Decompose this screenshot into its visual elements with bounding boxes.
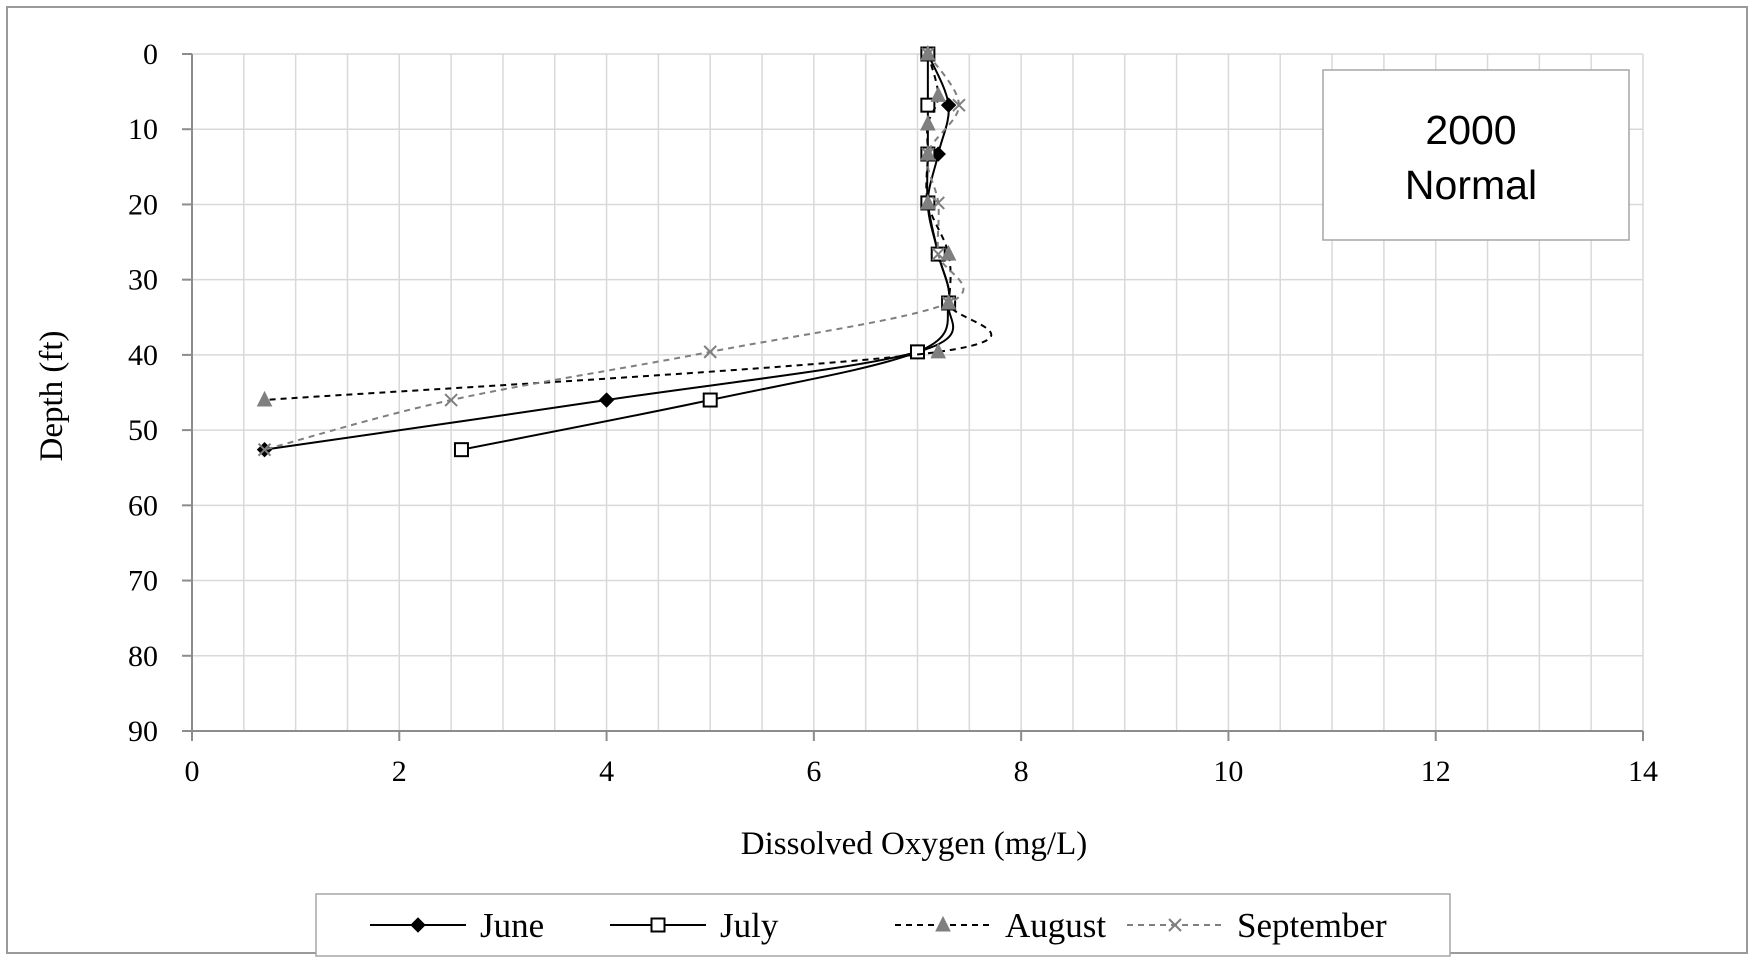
data-point	[920, 114, 936, 131]
data-point	[930, 342, 947, 359]
legend-label: August	[1005, 906, 1106, 945]
data-point-stroke	[931, 247, 945, 261]
data-point-stroke	[257, 442, 272, 457]
plot-series	[256, 44, 993, 458]
data-point	[256, 390, 273, 407]
data-point	[910, 344, 925, 360]
series-line	[264, 53, 993, 402]
axes: 0 10 20 30 40 50 60 70 80 90 0 2 4 6 8 10 12 14	[128, 38, 1658, 788]
y-tick-label: 50	[128, 414, 158, 447]
data-point	[921, 147, 935, 161]
x-tick-label: 14	[1628, 755, 1658, 788]
legend-item-september: September	[1127, 906, 1387, 945]
legend-label: July	[720, 906, 779, 945]
x-tick-label: 12	[1421, 755, 1451, 788]
series-august	[256, 44, 993, 407]
series-september	[257, 47, 966, 457]
y-tick-label: 40	[128, 339, 158, 372]
x-tick-label: 2	[392, 755, 407, 788]
data-point	[1168, 918, 1182, 932]
data-point	[598, 392, 615, 408]
data-point	[444, 393, 458, 407]
y-tick-label: 90	[128, 715, 158, 748]
y-tick-label: 70	[128, 565, 158, 598]
data-point	[650, 917, 666, 933]
data-point	[920, 193, 936, 210]
series-line	[264, 53, 965, 451]
data-point-stroke	[941, 296, 956, 310]
data-point	[453, 442, 469, 458]
data-point	[930, 86, 947, 102]
data-point-stroke	[931, 196, 945, 210]
data-point	[952, 98, 966, 112]
data-point	[931, 196, 945, 210]
data-point-stroke	[952, 98, 966, 112]
y-axis-title: Depth (ft)	[34, 330, 70, 461]
y-tick-label: 60	[128, 489, 158, 522]
data-point	[941, 296, 956, 310]
y-tick-label: 80	[128, 640, 158, 673]
x-axis-title: Dissolved Oxygen (mg/L)	[741, 826, 1087, 862]
grid	[192, 53, 1644, 731]
y-tick-label: 10	[128, 113, 158, 146]
data-point-stroke	[444, 393, 458, 407]
data-point-stroke	[1168, 918, 1182, 932]
series-line	[264, 53, 955, 451]
data-point	[921, 47, 935, 61]
legend-item-august: August	[895, 906, 1106, 945]
y-tick-label: 0	[143, 38, 158, 71]
data-point-stroke	[703, 345, 717, 359]
annotation-box: 2000 Normal	[1322, 69, 1630, 241]
data-point	[935, 915, 951, 932]
x-tick-label: 0	[185, 755, 200, 788]
legend: June July August September	[315, 893, 1451, 957]
legend-label: September	[1237, 906, 1387, 945]
series-july	[453, 46, 957, 458]
series-line	[461, 54, 951, 451]
legend-border	[315, 893, 1451, 957]
y-tick-label: 30	[128, 264, 158, 297]
data-point	[703, 345, 717, 359]
x-tick-label: 6	[806, 755, 821, 788]
annotation-condition: Normal	[1405, 162, 1537, 208]
legend-label: June	[480, 906, 544, 945]
data-point	[931, 247, 945, 261]
data-point-stroke	[921, 47, 935, 61]
data-point	[920, 97, 936, 113]
annotation-box-border	[1322, 69, 1630, 241]
data-point	[257, 442, 272, 457]
data-point-stroke	[921, 147, 935, 161]
y-tick-label: 20	[128, 188, 158, 221]
x-tick-label: 10	[1213, 755, 1243, 788]
legend-item-july: July	[610, 906, 779, 945]
legend-item-june: June	[370, 906, 544, 945]
data-point	[410, 917, 426, 933]
annotation-year: 2000	[1425, 107, 1516, 153]
data-point	[702, 392, 718, 408]
data-point	[940, 244, 957, 261]
x-tick-label: 4	[599, 755, 614, 788]
x-tick-label: 8	[1014, 755, 1029, 788]
